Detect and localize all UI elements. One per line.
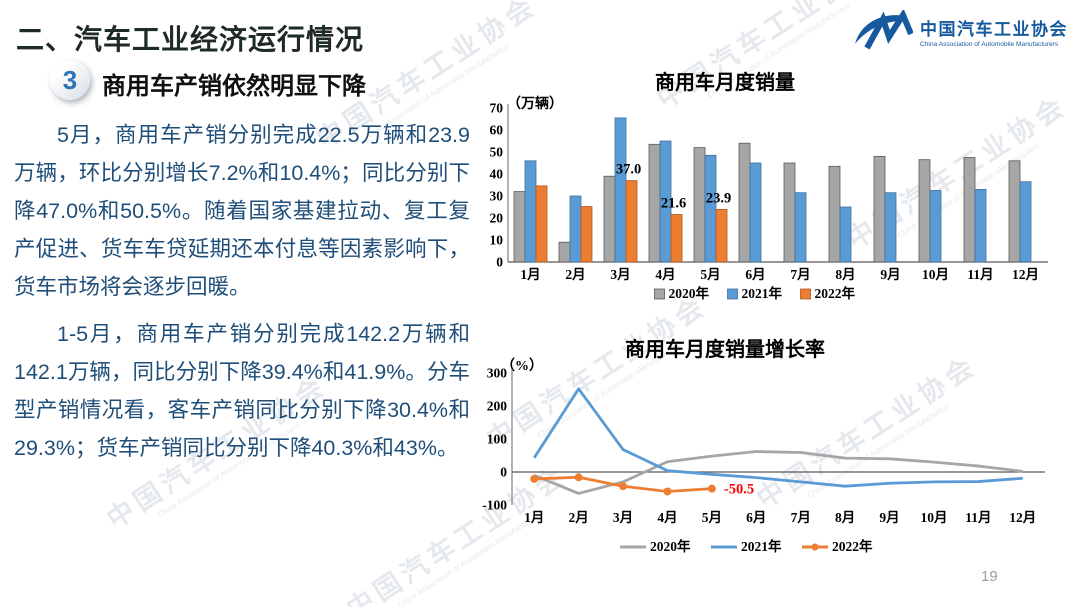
- svg-text:7月: 7月: [790, 267, 810, 282]
- svg-text:2020年: 2020年: [669, 285, 710, 301]
- svg-text:10月: 10月: [920, 510, 947, 525]
- svg-text:0: 0: [500, 465, 507, 480]
- line-series-2021年: [533, 387, 1023, 488]
- svg-text:23.9: 23.9: [706, 190, 731, 206]
- svg-text:10: 10: [490, 233, 504, 248]
- svg-text:12月: 12月: [1012, 267, 1039, 282]
- svg-text:6月: 6月: [745, 267, 765, 282]
- logo-name-en: China Association of Automobile Manufact…: [920, 40, 1059, 48]
- svg-text:7月: 7月: [791, 510, 811, 525]
- svg-text:1月: 1月: [524, 510, 544, 525]
- logo-name-cn: 中国汽车工业协会: [920, 19, 1068, 39]
- svg-text:2020年: 2020年: [650, 538, 691, 554]
- svg-text:-100: -100: [482, 498, 507, 513]
- svg-text:70: 70: [490, 101, 504, 116]
- svg-text:9月: 9月: [879, 510, 899, 525]
- svg-text:2021年: 2021年: [741, 538, 782, 554]
- svg-text:2022年: 2022年: [815, 285, 856, 301]
- line-chart-canvas: 300 200 100 0 -100 1月 2月 3月 4月 5月 6月 7月 8月 9月 10月 11月 12…: [482, 366, 1045, 554]
- svg-text:8月: 8月: [835, 510, 855, 525]
- section-title: 商用车产销依然明显下降: [102, 73, 366, 100]
- svg-text:50: 50: [490, 145, 504, 160]
- page-title: 二、汽车工业经济运行情况: [16, 24, 365, 55]
- section-number-badge: 3: [50, 60, 90, 100]
- svg-text:-50.5: -50.5: [724, 482, 754, 498]
- svg-text:10月: 10月: [922, 267, 949, 282]
- page-number: 19: [981, 568, 998, 585]
- svg-text:21.6: 21.6: [661, 195, 686, 211]
- svg-text:60: 60: [490, 123, 504, 138]
- svg-text:9月: 9月: [880, 267, 900, 282]
- bar-chart-canvas: 0 10 20 30 40 50 60 70 1月 2月 3月 4月 5月 6月 7月 8月 9月 10月 11月 1…: [490, 101, 1048, 301]
- bar-series-2021年: [524, 117, 1032, 263]
- svg-text:2月: 2月: [569, 510, 589, 525]
- svg-text:3月: 3月: [610, 267, 630, 282]
- svg-text:5月: 5月: [700, 267, 720, 282]
- body-paragraph: 1-5月，商用车产销分别完成142.2万辆和142.1万辆，同比分别下降39.4…: [14, 322, 470, 460]
- body-text: 5月，商用车产销分别完成22.5万辆和23.9万辆，环比分别增长7.2%和10.…: [14, 116, 470, 476]
- svg-text:1月: 1月: [520, 267, 540, 282]
- svg-text:0: 0: [496, 255, 503, 270]
- svg-text:4月: 4月: [655, 267, 675, 282]
- svg-text:300: 300: [487, 366, 508, 381]
- body-paragraph: 5月，商用车产销分别完成22.5万辆和23.9万辆，环比分别增长7.2%和10.…: [14, 123, 470, 299]
- svg-text:8月: 8月: [835, 267, 855, 282]
- svg-text:6月: 6月: [746, 510, 766, 525]
- monthly-sales-bar-chart: 商用车月度销量 （万辆） 0 10 20 30 40 50 60 70 1月 2月 3月 4月 5月 6月…: [480, 62, 1078, 318]
- svg-text:200: 200: [487, 399, 508, 414]
- svg-text:11月: 11月: [965, 510, 991, 525]
- svg-text:2月: 2月: [565, 267, 585, 282]
- svg-text:20: 20: [490, 211, 504, 226]
- svg-text:30: 30: [490, 189, 504, 204]
- svg-text:4月: 4月: [657, 510, 677, 525]
- line-series-2022年: [530, 473, 716, 496]
- svg-text:2021年: 2021年: [742, 285, 783, 301]
- monthly-growth-line-chart: 商用车月度销量增长率 （%） 300 200 100 0 -100 1月 2月 3月 4月 5月 6…: [480, 328, 1078, 572]
- svg-text:3月: 3月: [613, 510, 633, 525]
- svg-text:37.0: 37.0: [616, 162, 641, 178]
- line-chart-title: 商用车月度销量增长率: [625, 339, 825, 361]
- caam-logo: 中国汽车工业协会 China Association of Automobile…: [853, 10, 1068, 52]
- caam-logo-text: 中国汽车工业协会 China Association of Automobile…: [920, 15, 1068, 48]
- svg-text:100: 100: [487, 432, 508, 447]
- svg-text:40: 40: [490, 167, 504, 182]
- bar-chart-title: 商用车月度销量: [655, 72, 795, 94]
- bar-chart-unit: （万辆）: [507, 97, 563, 112]
- svg-text:11月: 11月: [967, 267, 993, 282]
- caam-logo-icon: [855, 10, 913, 50]
- svg-text:5月: 5月: [702, 510, 722, 525]
- svg-text:2022年: 2022年: [832, 538, 873, 554]
- svg-text:12月: 12月: [1009, 510, 1036, 525]
- bar-series-2022年: [535, 180, 728, 263]
